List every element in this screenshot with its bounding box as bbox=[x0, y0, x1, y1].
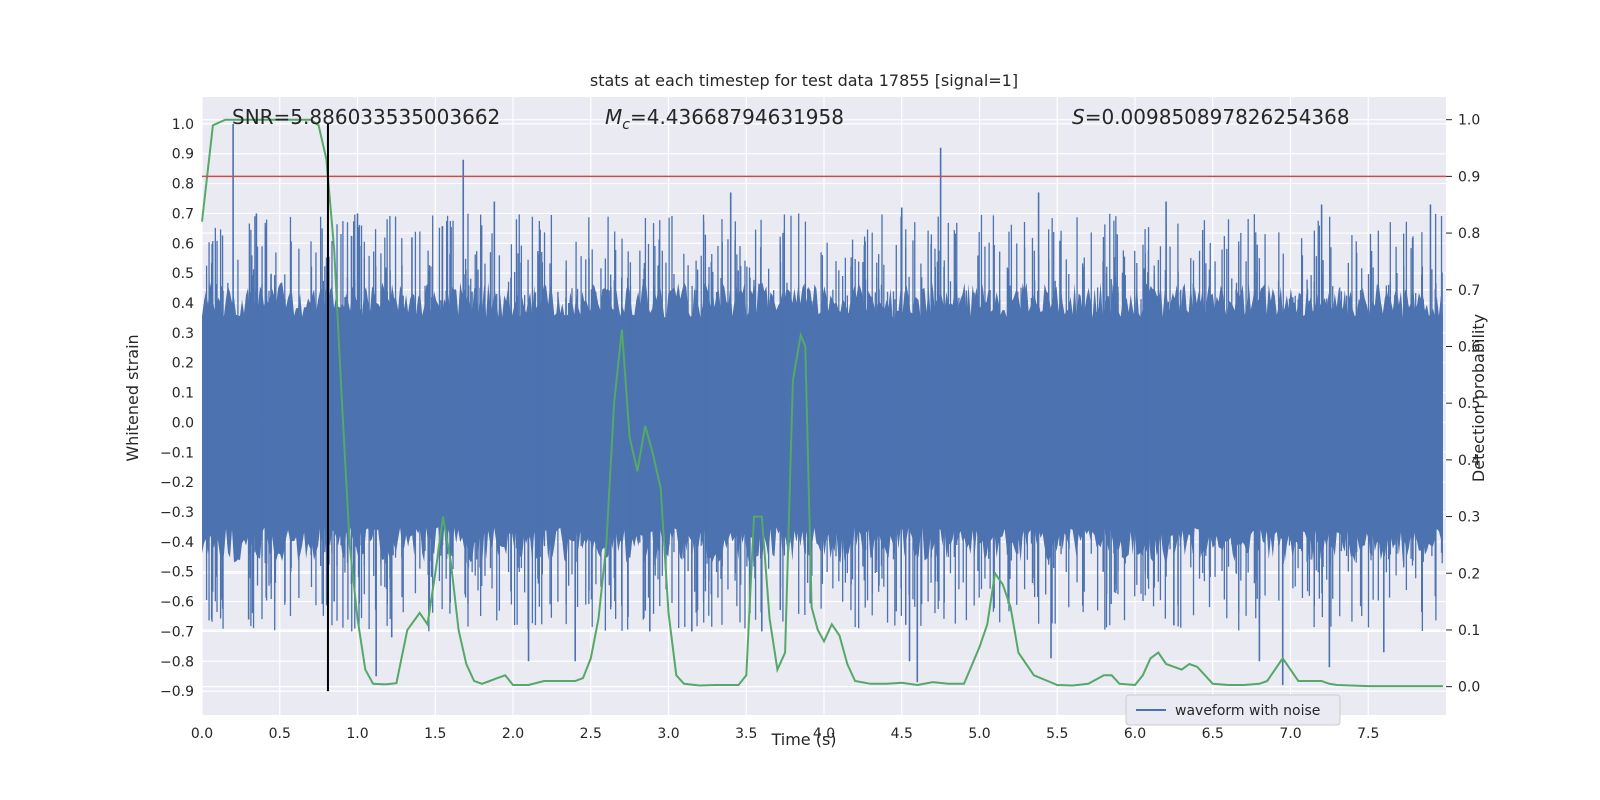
right-y-tick-label: 0.1 bbox=[1458, 623, 1480, 639]
x-tick-label: 3.5 bbox=[735, 726, 757, 742]
right-y-tick-label: 0.4 bbox=[1458, 453, 1480, 469]
right-y-tick-label: 0.3 bbox=[1458, 510, 1480, 526]
x-tick-label: 5.0 bbox=[968, 726, 990, 742]
x-tick-label: 3.0 bbox=[657, 726, 679, 742]
right-y-tick-label: 0.7 bbox=[1458, 283, 1480, 299]
left-y-tick-label: 0.7 bbox=[172, 206, 194, 222]
snr-annotation: SNR=5.886033535003662 bbox=[232, 105, 500, 129]
x-tick-label: 7.5 bbox=[1357, 726, 1379, 742]
left-y-axis-label: Whitened strain bbox=[123, 334, 142, 461]
right-y-tick-label: 0.6 bbox=[1458, 339, 1480, 355]
left-y-tick-label: 0.2 bbox=[172, 356, 194, 372]
legend-box bbox=[1125, 694, 1341, 726]
left-y-tick-label: −0.4 bbox=[160, 535, 194, 551]
chirp-mass-value: =4.43668794631958 bbox=[630, 105, 844, 129]
s-value: =0.009850897826254368 bbox=[1085, 105, 1350, 129]
chirp-mass-annotation: Mc=4.43668794631958 bbox=[605, 105, 844, 133]
legend: waveform with noise bbox=[1125, 694, 1341, 726]
left-y-tick-label: −0.6 bbox=[160, 595, 194, 611]
x-tick-label: 7.0 bbox=[1279, 726, 1301, 742]
left-y-tick-label: −0.9 bbox=[160, 684, 194, 700]
waveform-lines bbox=[205, 213, 1443, 632]
right-y-tick-label: 0.9 bbox=[1458, 169, 1480, 185]
chart-title: stats at each timestep for test data 178… bbox=[590, 71, 1018, 90]
right-y-axis-label: Detection probability bbox=[1469, 314, 1488, 482]
right-y-tick-label: 0.0 bbox=[1458, 680, 1480, 696]
x-tick-label: 0.5 bbox=[269, 726, 291, 742]
x-tick-label: 1.5 bbox=[424, 726, 446, 742]
x-tick-label: 1.0 bbox=[346, 726, 368, 742]
left-y-tick-label: −0.1 bbox=[160, 445, 194, 461]
right-y-axis-ticks: 1.0 0.9 0.8 0.7 0.6 0.5 0.4 0.3 0.2 0.1 0.0 bbox=[1446, 113, 1480, 696]
x-tick-label: 6.5 bbox=[1202, 726, 1224, 742]
plot-area bbox=[201, 118, 1446, 692]
x-tick-label: 2.5 bbox=[580, 726, 602, 742]
left-y-tick-label: 0.8 bbox=[172, 177, 194, 193]
right-y-tick-label: 1.0 bbox=[1458, 113, 1480, 129]
left-y-tick-label: −0.8 bbox=[160, 654, 194, 670]
left-y-tick-label: 0.3 bbox=[172, 326, 194, 342]
chirp-mass-symbol: M bbox=[605, 105, 622, 129]
left-y-tick-label: 0.5 bbox=[172, 266, 194, 282]
s-annotation: S=0.009850897826254368 bbox=[1072, 105, 1350, 129]
left-y-tick-label: −0.3 bbox=[160, 505, 194, 521]
left-y-tick-label: 1.0 bbox=[172, 117, 194, 133]
x-axis-ticks: 0.0 0.5 1.0 1.5 2.0 2.5 3.0 3.5 4.0 4.5 5.0 5.5 6.0 6… bbox=[191, 726, 1380, 742]
x-tick-label: 4.5 bbox=[891, 726, 913, 742]
x-tick-label: 0.0 bbox=[191, 726, 213, 742]
left-y-tick-label: 0.4 bbox=[172, 296, 194, 312]
x-tick-label: 2.0 bbox=[502, 726, 524, 742]
x-axis-label: Time (s) bbox=[770, 730, 836, 749]
right-y-tick-label: 0.5 bbox=[1458, 396, 1480, 412]
left-y-tick-label: −0.7 bbox=[160, 624, 194, 640]
left-y-tick-label: 0.0 bbox=[172, 415, 194, 431]
right-y-tick-label: 0.8 bbox=[1458, 226, 1480, 242]
waveform-spikes bbox=[232, 123, 1432, 686]
s-symbol: S bbox=[1072, 105, 1085, 129]
legend-entry-waveform: waveform with noise bbox=[1175, 703, 1320, 719]
x-tick-label: 6.0 bbox=[1124, 726, 1146, 742]
left-y-tick-label: 0.6 bbox=[172, 236, 194, 252]
left-y-tick-label: 0.9 bbox=[172, 147, 194, 163]
left-y-tick-label: 0.1 bbox=[172, 386, 194, 402]
detection-probability-series bbox=[201, 118, 1443, 688]
x-tick-label: 4.0 bbox=[813, 726, 835, 742]
left-y-axis-ticks: 1.0 0.9 0.8 0.7 0.6 0.5 0.4 0.3 0.2 0.1 0.0 −0.1 −0.… bbox=[160, 117, 194, 700]
left-y-tick-label: −0.5 bbox=[160, 565, 194, 581]
right-y-tick-label: 0.2 bbox=[1458, 566, 1480, 582]
left-y-tick-label: −0.2 bbox=[160, 475, 194, 491]
x-tick-label: 5.5 bbox=[1046, 726, 1068, 742]
chirp-mass-subscript: c bbox=[622, 117, 630, 133]
